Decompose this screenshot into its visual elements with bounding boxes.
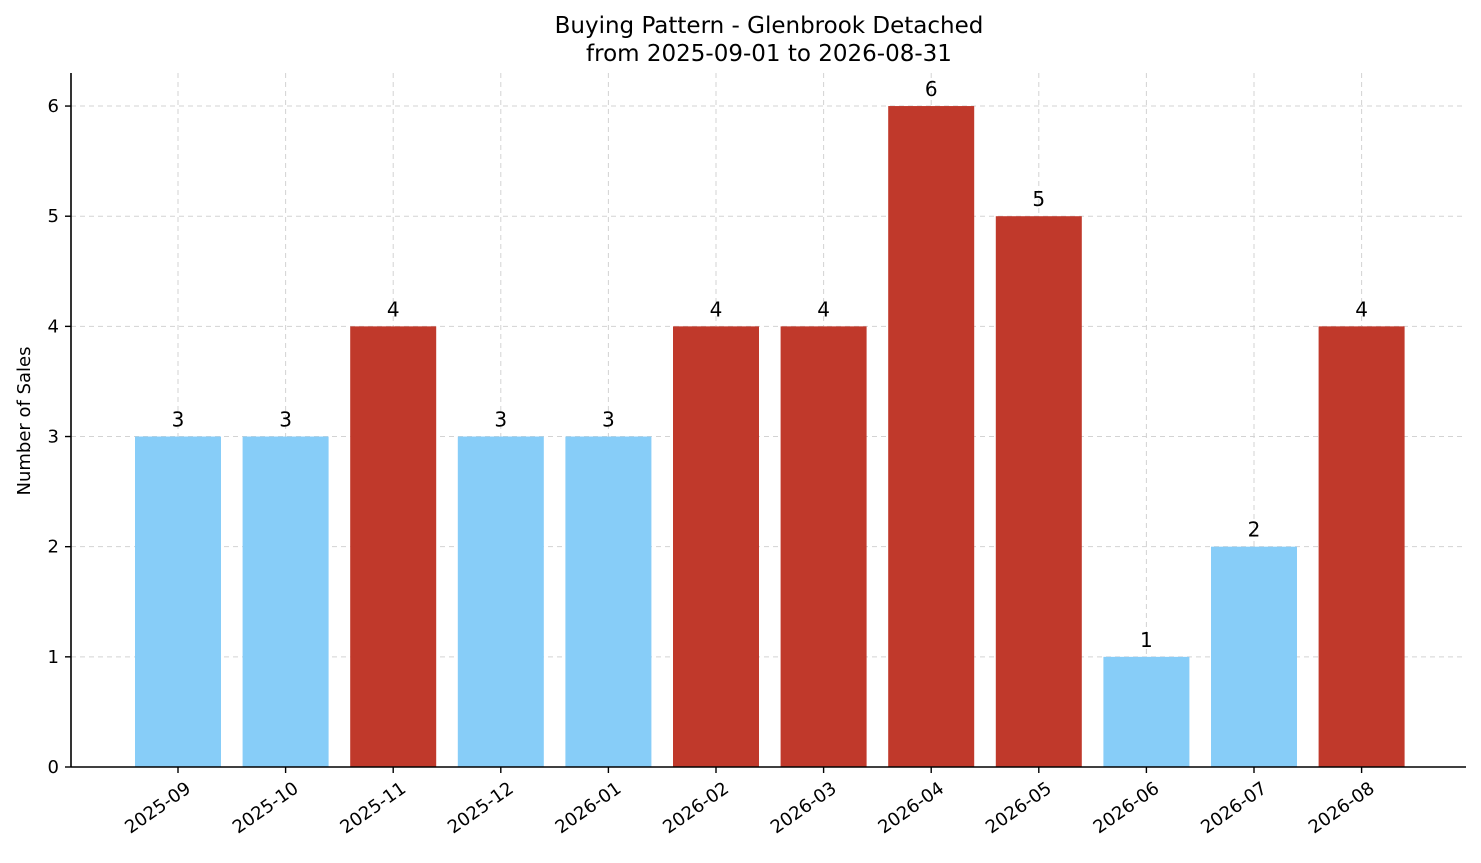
bar-2025-10: [242, 436, 329, 767]
x-ticks: 2025-09 2025-10 2025-11 2025-12 2026-01 2026-…: [121, 767, 1378, 838]
axes: [70, 73, 1466, 768]
data-label-2026-08: 4: [1355, 297, 1368, 321]
bar-2026-02: [673, 326, 759, 767]
x-tick-label: 2025-09: [121, 778, 195, 838]
x-tick-label: 2025-12: [444, 778, 518, 838]
y-tick-label: 5: [48, 206, 59, 227]
data-label-2026-05: 5: [1032, 187, 1045, 211]
x-tick-label: 2026-03: [767, 778, 841, 838]
bar-2026-04: [888, 106, 975, 768]
chart-title: Buying Pattern - Glenbrook Detached: [555, 13, 984, 39]
data-label-2025-12: 3: [494, 408, 507, 432]
bars: [135, 106, 1405, 768]
x-tick-label: 2026-04: [874, 778, 948, 838]
bar-2026-07: [1211, 546, 1297, 767]
bar-2026-03: [780, 326, 867, 767]
x-tick-label: 2026-08: [1305, 778, 1379, 838]
bar-2026-08: [1318, 326, 1405, 767]
data-label-2025-09: 3: [172, 408, 185, 432]
bar-2026-05: [995, 216, 1082, 767]
x-tick-label: 2026-01: [552, 778, 626, 838]
data-label-2026-06: 1: [1140, 628, 1153, 652]
x-tick-label: 2026-05: [982, 778, 1056, 838]
y-tick-label: 6: [48, 96, 59, 117]
x-tick-label: 2026-07: [1197, 778, 1271, 838]
y-tick-label: 1: [48, 647, 59, 668]
chart-subtitle: from 2025-09-01 to 2026-08-31: [586, 41, 952, 67]
data-label-2026-01: 3: [602, 408, 615, 432]
y-ticks: 0 1 2 3 4 5 6: [48, 96, 71, 778]
y-tick-label: 4: [48, 316, 59, 337]
data-label-2026-04: 6: [925, 77, 938, 101]
bar-2026-01: [565, 436, 652, 767]
bar-2025-09: [135, 436, 221, 767]
y-tick-label: 0: [48, 757, 59, 778]
data-labels: 3 3 4 3 3 4 4 6 5 1 2 4: [172, 77, 1368, 652]
data-label-2025-11: 4: [387, 297, 400, 321]
x-tick-label: 2026-02: [659, 778, 733, 838]
data-label-2026-02: 4: [710, 297, 723, 321]
y-tick-label: 2: [48, 537, 59, 558]
x-tick-label: 2025-11: [336, 778, 410, 838]
data-label-2025-10: 3: [279, 408, 292, 432]
x-tick-label: 2026-06: [1090, 778, 1164, 838]
bar-2025-11: [350, 326, 437, 767]
y-tick-label: 3: [48, 427, 59, 448]
data-label-2026-07: 2: [1248, 518, 1261, 542]
bar-2025-12: [457, 436, 544, 767]
x-tick-label: 2025-10: [229, 778, 303, 838]
bar-2026-06: [1103, 656, 1190, 767]
y-axis-label: Number of Sales: [14, 346, 35, 495]
data-label-2026-03: 4: [817, 297, 830, 321]
